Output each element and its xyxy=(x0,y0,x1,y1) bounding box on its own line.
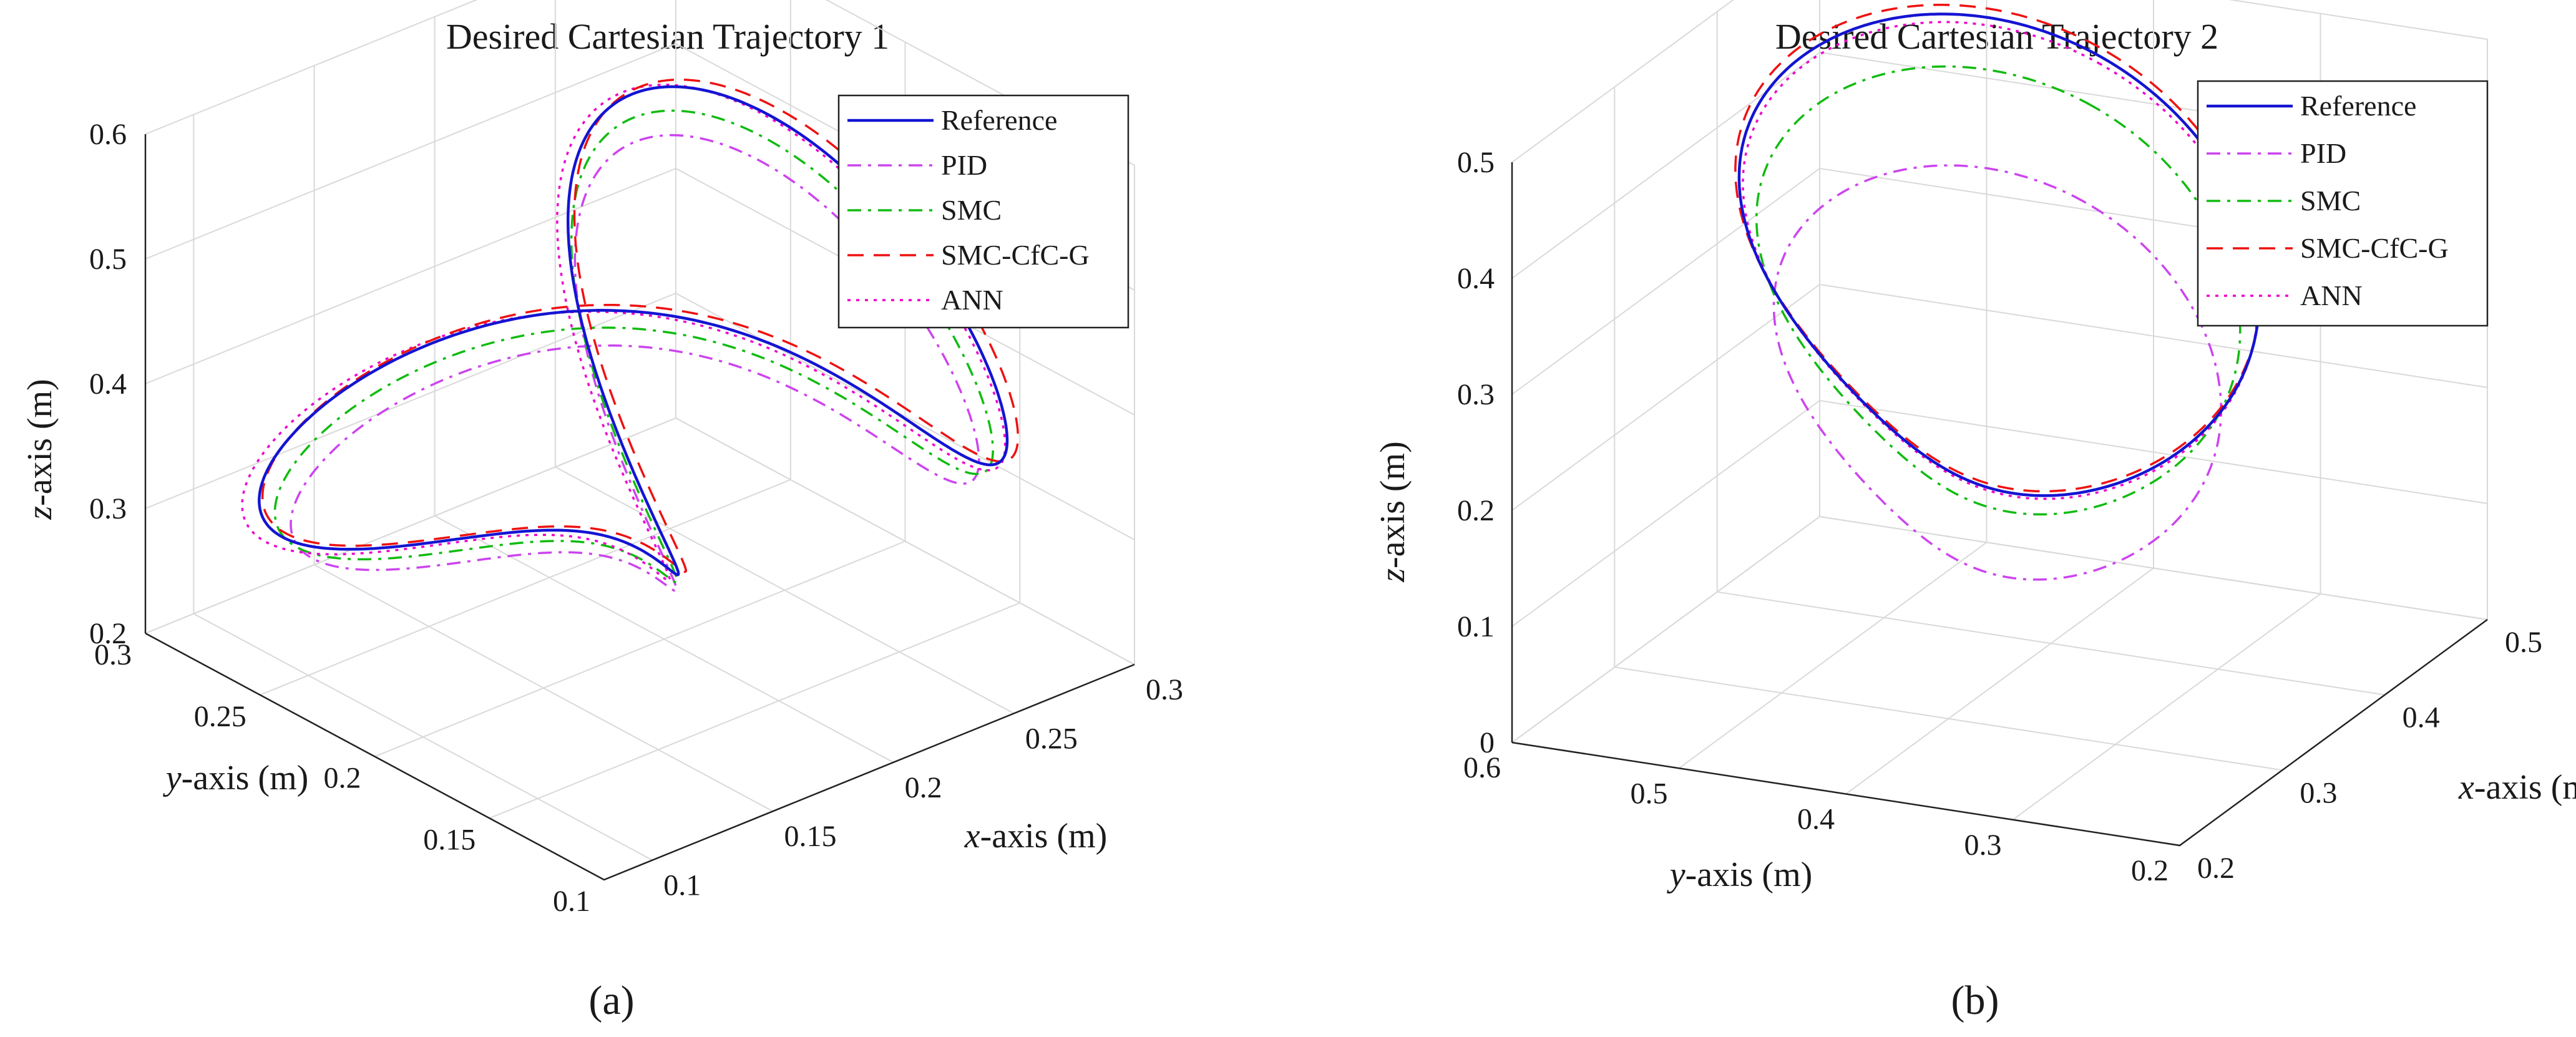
chart-panel-a: Desired Cartesian Trajectory 1 0.1 0.15 0.… xyxy=(21,0,1183,1023)
b-tick-u-0: 0.2 xyxy=(2197,852,2235,885)
chart-panel-b: Desired Cartesian Trajectory 2 0.2 0.3 0.4… xyxy=(1373,0,2576,1023)
a-tick-w-3: 0.5 xyxy=(89,243,127,276)
chart-title-a: Desired Cartesian Trajectory 1 xyxy=(446,16,889,57)
legend-a-box xyxy=(837,94,1129,329)
grid-b-y-4 xyxy=(1511,0,1820,743)
b-tick-u-3: 0.5 xyxy=(2505,626,2542,659)
b-tick-w-5: 0.5 xyxy=(1457,146,1495,179)
axes-box-b xyxy=(1511,0,2488,847)
grid-b-z-0 xyxy=(1511,515,2488,743)
trajectory-a-line-reference xyxy=(258,85,1009,577)
b-tick-w-3: 0.3 xyxy=(1457,378,1495,411)
grid-b-z-1 xyxy=(1511,399,2488,627)
legend-a: Reference PID SMC SMC-CfC-G ANN xyxy=(837,94,1129,329)
b-tick-w-4: 0.4 xyxy=(1457,262,1495,295)
legend-b-entry-0: Reference xyxy=(2300,90,2416,122)
trajectory-a-line-ann xyxy=(241,84,1007,582)
grid-a-z-4 xyxy=(145,0,1135,166)
grid-b-x-1 xyxy=(1614,87,2283,771)
b-tick-u-2: 0.4 xyxy=(2403,701,2440,734)
axes-a-floor xyxy=(145,632,1135,881)
b-tick-v-0: 0.2 xyxy=(2131,854,2169,887)
trajectory-a-line-smc xyxy=(273,109,994,584)
trajectory-b-line-smc xyxy=(1755,65,2242,516)
tick-labels-a: 0.10.150.20.250.30.10.150.20.250.30.20.3… xyxy=(89,118,1183,918)
legend-b-entry-2: SMC xyxy=(2300,185,2361,217)
grid-b-y-3 xyxy=(1678,0,1988,769)
y-axis-label-b: y-axis (m) xyxy=(1667,855,1813,894)
a-tick-w-1: 0.3 xyxy=(89,492,127,525)
grid-b-x-0 xyxy=(1511,162,2180,846)
x-axis-label-b: x-axis (m) xyxy=(2458,768,2576,807)
chart-title-b: Desired Cartesian Trajectory 2 xyxy=(1775,16,2218,57)
b-tick-w-2: 0.2 xyxy=(1457,494,1495,527)
trajectory-a-line-pid xyxy=(290,134,980,592)
x-axis-label-a: x-axis (m) xyxy=(964,817,1108,855)
b-tick-v-3: 0.5 xyxy=(1631,777,1668,810)
a-tick-u-1: 0.15 xyxy=(784,820,836,853)
trajectory-b-line-reference xyxy=(1737,12,2261,497)
y-axis-label-a: y-axis (m) xyxy=(163,759,309,797)
grid-a-z-1 xyxy=(145,292,1135,540)
trajectory-b-line-ann xyxy=(1742,21,2259,500)
grid-a-y-4 xyxy=(145,0,676,634)
legend-a-entry-4: ANN xyxy=(941,284,1003,316)
b-tick-v-1: 0.3 xyxy=(1964,829,2002,862)
grid-b-y-2 xyxy=(1845,0,2154,795)
a-tick-u-0: 0.1 xyxy=(663,869,701,902)
a-tick-u-4: 0.3 xyxy=(1146,673,1183,706)
a-tick-v-2: 0.2 xyxy=(324,762,361,795)
legend-b-entry-4: ANN xyxy=(2300,280,2363,311)
a-tick-u-3: 0.25 xyxy=(1025,722,1078,755)
panel-label-a: (a) xyxy=(588,978,634,1023)
trajectory-b-line-smc-cfc-g xyxy=(1734,4,2262,493)
a-tick-v-0: 0.1 xyxy=(553,885,590,918)
grid-a-x-2 xyxy=(434,16,894,763)
a-tick-v-1: 0.15 xyxy=(423,823,476,856)
legend-a-entry-3: SMC-CfC-G xyxy=(941,239,1090,271)
b-tick-w-1: 0.1 xyxy=(1457,610,1495,643)
z-axis-label-a: z-axis (m) xyxy=(21,379,59,520)
trajectories-b xyxy=(1734,4,2262,581)
axes-b-floor xyxy=(1511,618,2488,847)
a-tick-u-2: 0.2 xyxy=(905,771,942,804)
grid-a-x-1 xyxy=(313,66,773,812)
legend-a-entry-2: SMC xyxy=(941,194,1002,226)
tick-labels-b: 0.2 0.3 0.4 0.5 0.2 0.3 0.4 0.5 0.60 0.1 0.2 0.3 0.4… xyxy=(1457,146,2542,887)
b-tick-v-2: 0.4 xyxy=(1797,803,1835,836)
grid-a-y-2 xyxy=(374,42,906,757)
legend-b-box xyxy=(2197,80,2489,327)
z-axis-label-b: z-axis (m) xyxy=(1373,441,1412,583)
panel-label-b: (b) xyxy=(1951,978,1999,1023)
trajectory-b-line-pid xyxy=(1772,164,2222,581)
a-tick-w-2: 0.4 xyxy=(89,368,127,401)
trajectories-a xyxy=(241,78,1020,592)
legend-b-entry-3: SMC-CfC-G xyxy=(2300,232,2449,264)
b-tick-u-1: 0.3 xyxy=(2300,776,2337,809)
b-tick-w-0: 0 xyxy=(1480,726,1495,759)
a-tick-w-0: 0.2 xyxy=(89,617,127,650)
grid-b-z-5 xyxy=(1511,0,2488,163)
a-tick-w-4: 0.6 xyxy=(89,118,127,151)
legend-a-entry-1: PID xyxy=(941,149,987,181)
legend-b: Reference PID SMC SMC-CfC-G ANN xyxy=(2197,80,2489,327)
legend-b-entry-1: PID xyxy=(2300,137,2346,169)
legend-a-entry-0: Reference xyxy=(941,104,1057,136)
a-tick-v-3: 0.25 xyxy=(194,700,246,733)
a-tick-v-4: 0.3 xyxy=(94,638,132,671)
b-tick-v-4: 0.6 xyxy=(1463,751,1501,784)
